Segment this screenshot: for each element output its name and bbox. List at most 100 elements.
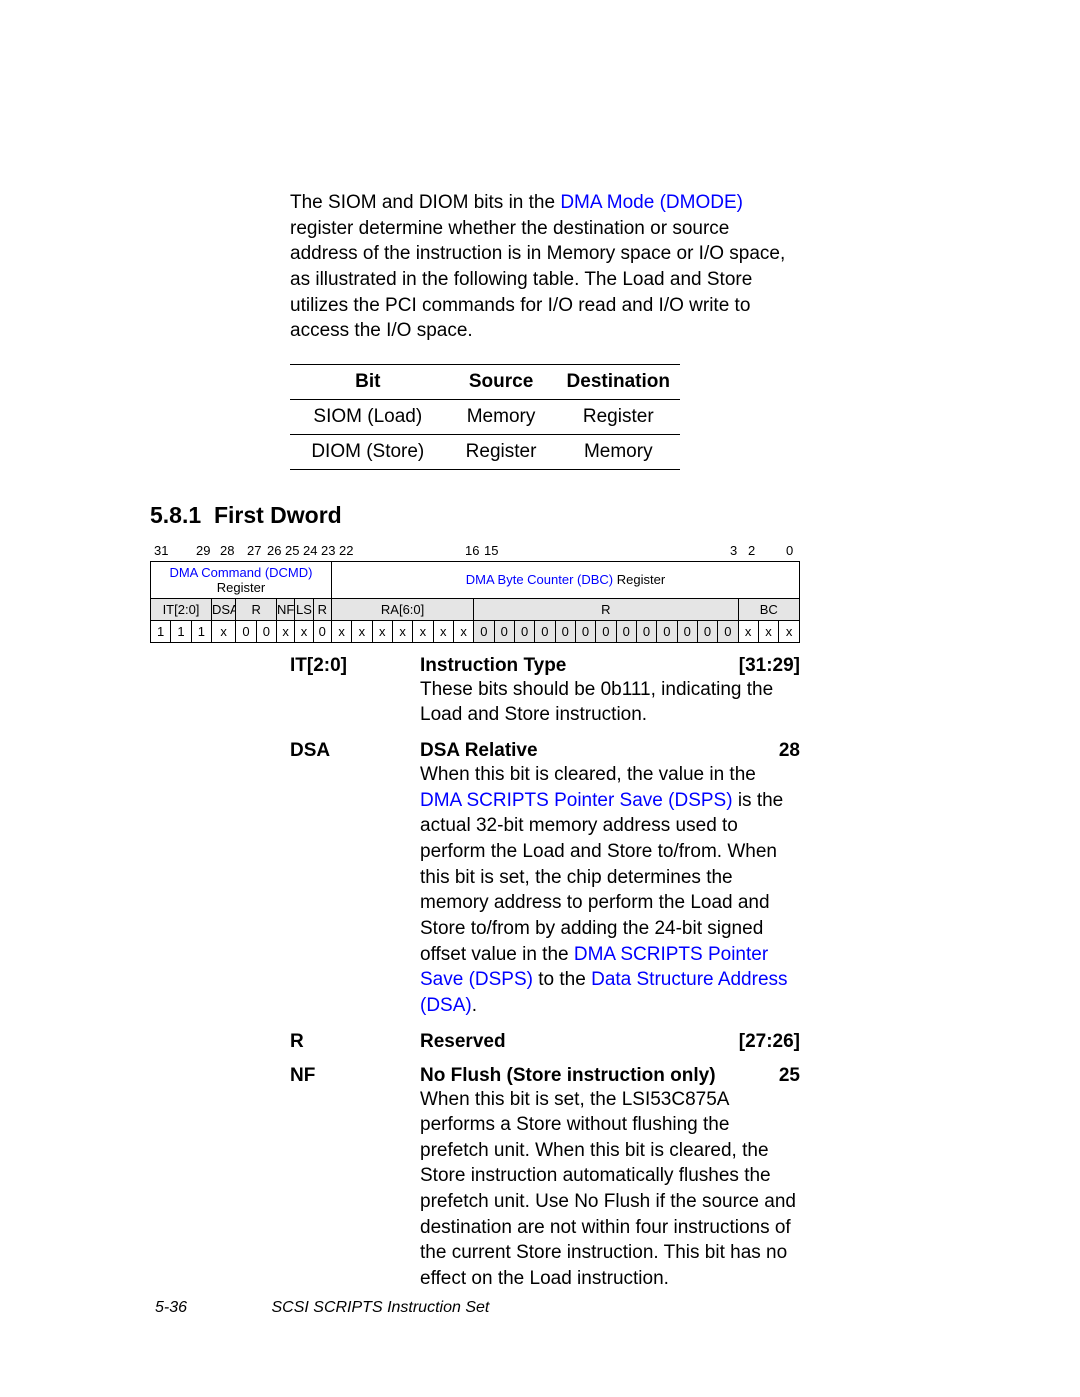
field-r2: R bbox=[313, 598, 331, 620]
bitval: x bbox=[758, 620, 778, 642]
section-heading: 5.8.1 First Dword bbox=[150, 502, 950, 529]
intro-text-b: register determine whether the destinati… bbox=[290, 218, 785, 342]
dcmd-header: DMA Command (DCMD) Register bbox=[151, 561, 332, 598]
bitval: 1 bbox=[191, 620, 211, 642]
field-title: No Flush (Store instruction only) bbox=[420, 1065, 716, 1087]
field-label: R bbox=[290, 1031, 420, 1053]
reg-value-row: 1 1 1 x 0 0 x x 0 x x x x x x x 0 0 0 0 … bbox=[151, 620, 800, 642]
desc-text: is the actual 32-bit memory address used… bbox=[420, 790, 783, 965]
field-bits: [27:26] bbox=[739, 1031, 800, 1053]
field-bits: [31:29] bbox=[739, 655, 800, 677]
bitval: x bbox=[277, 620, 295, 642]
field-r: R bbox=[236, 598, 277, 620]
field-label: NF bbox=[290, 1065, 420, 1292]
section-number: 5.8.1 bbox=[150, 502, 201, 528]
bitval: x bbox=[453, 620, 473, 642]
cell: Register bbox=[446, 434, 557, 469]
bit-number-row: 31 29 28 27 26 25 24 23 22 16 15 3 2 0 bbox=[150, 543, 800, 561]
field-r-block: R Reserved [27:26] bbox=[290, 1031, 800, 1053]
desc-text: When this bit is cleared, the value in t… bbox=[420, 764, 756, 785]
field-label: IT[2:0] bbox=[290, 655, 420, 728]
bitval: 0 bbox=[313, 620, 331, 642]
table-row: SIOM (Load) Memory Register bbox=[290, 399, 680, 434]
cell: Register bbox=[557, 399, 680, 434]
bitval: 1 bbox=[151, 620, 171, 642]
bitval: x bbox=[738, 620, 758, 642]
bitval: 0 bbox=[535, 620, 555, 642]
field-bc: BC bbox=[738, 598, 800, 620]
register-layout-table: DMA Command (DCMD) Register DMA Byte Cou… bbox=[150, 561, 800, 643]
footer-title: SCSI SCRIPTS Instruction Set bbox=[271, 1299, 489, 1316]
bitval: 0 bbox=[718, 620, 738, 642]
bitval: 1 bbox=[171, 620, 191, 642]
bitval: 0 bbox=[616, 620, 636, 642]
bitval: x bbox=[211, 620, 235, 642]
field-title: Reserved bbox=[420, 1031, 506, 1053]
reg-field-row: IT[2:0] DSA R NF LS R RA[6:0] R BC bbox=[151, 598, 800, 620]
bitval: x bbox=[392, 620, 412, 642]
bitnum: 16 bbox=[465, 543, 479, 558]
table-row: DIOM (Store) Register Memory bbox=[290, 434, 680, 469]
field-ra: RA[6:0] bbox=[331, 598, 473, 620]
bitval: x bbox=[433, 620, 453, 642]
dsps-link[interactable]: DMA SCRIPTS Pointer Save (DSPS) bbox=[420, 790, 733, 811]
reg-header-row: DMA Command (DCMD) Register DMA Byte Cou… bbox=[151, 561, 800, 598]
bitval: 0 bbox=[236, 620, 256, 642]
dbc-link[interactable]: DMA Byte Counter (DBC) bbox=[466, 572, 613, 587]
dbc-reg-text: Register bbox=[613, 572, 665, 587]
field-nf: NF bbox=[277, 598, 295, 620]
bitval: x bbox=[372, 620, 392, 642]
bitnum: 28 bbox=[220, 543, 234, 558]
field-desc: When this bit is set, the LSI53C875A per… bbox=[420, 1087, 800, 1292]
field-it-block: IT[2:0] Instruction Type [31:29] These b… bbox=[290, 655, 800, 728]
bitval: 0 bbox=[657, 620, 677, 642]
field-it: IT[2:0] bbox=[151, 598, 212, 620]
field-dsa: DSA bbox=[211, 598, 235, 620]
bitval: 0 bbox=[256, 620, 276, 642]
field-label: DSA bbox=[290, 740, 420, 1018]
cell: DIOM (Store) bbox=[290, 434, 446, 469]
bitnum: 25 bbox=[285, 543, 299, 558]
col-bit: Bit bbox=[290, 364, 446, 399]
bitval: x bbox=[779, 620, 800, 642]
cell: Memory bbox=[446, 399, 557, 434]
dcmd-reg-text: Register bbox=[217, 580, 265, 595]
bitnum: 22 bbox=[339, 543, 353, 558]
cell: Memory bbox=[557, 434, 680, 469]
section-title: First Dword bbox=[214, 502, 342, 528]
col-source: Source bbox=[446, 364, 557, 399]
siom-diom-table: Bit Source Destination SIOM (Load) Memor… bbox=[290, 364, 680, 470]
bitval: x bbox=[331, 620, 351, 642]
bitval: x bbox=[413, 620, 433, 642]
dmode-link[interactable]: DMA Mode (DMODE) bbox=[560, 192, 743, 213]
bitnum: 27 bbox=[247, 543, 261, 558]
field-r3: R bbox=[474, 598, 738, 620]
bitval: x bbox=[295, 620, 313, 642]
field-title: DSA Relative bbox=[420, 740, 538, 762]
bitnum: 3 bbox=[730, 543, 737, 558]
desc-text: to the bbox=[533, 969, 591, 990]
field-bits: 28 bbox=[779, 740, 800, 762]
bitnum: 0 bbox=[786, 543, 793, 558]
field-nf-block: NF No Flush (Store instruction only) 25 … bbox=[290, 1065, 800, 1292]
field-desc: These bits should be 0b111, indicating t… bbox=[420, 677, 800, 728]
field-dsa-block: DSA DSA Relative 28 When this bit is cle… bbox=[290, 740, 800, 1018]
bitval: 0 bbox=[494, 620, 514, 642]
intro-text-a: The SIOM and DIOM bits in the bbox=[290, 192, 560, 213]
bitnum: 26 bbox=[267, 543, 281, 558]
cell: SIOM (Load) bbox=[290, 399, 446, 434]
table-header-row: Bit Source Destination bbox=[290, 364, 680, 399]
bitval: 0 bbox=[575, 620, 595, 642]
bitval: 0 bbox=[474, 620, 494, 642]
bitval: x bbox=[352, 620, 372, 642]
field-bits: 25 bbox=[779, 1065, 800, 1087]
dcmd-link[interactable]: DMA Command (DCMD) bbox=[169, 565, 312, 580]
intro-paragraph: The SIOM and DIOM bits in the DMA Mode (… bbox=[290, 190, 800, 344]
bitnum: 15 bbox=[484, 543, 498, 558]
bitnum: 24 bbox=[303, 543, 317, 558]
bitval: 0 bbox=[596, 620, 616, 642]
bitnum: 23 bbox=[321, 543, 335, 558]
col-destination: Destination bbox=[557, 364, 680, 399]
page-number: 5-36 bbox=[155, 1299, 187, 1316]
bitval: 0 bbox=[697, 620, 717, 642]
